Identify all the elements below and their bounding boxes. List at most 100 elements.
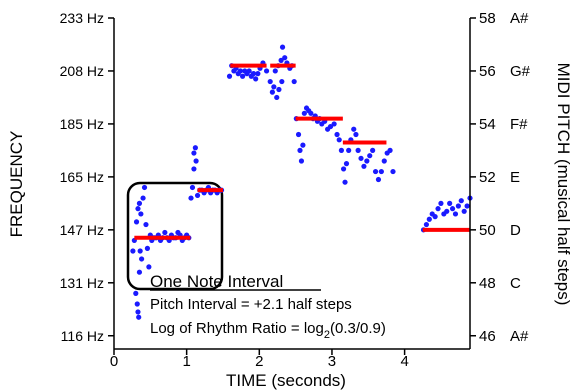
pitch-point: [143, 221, 149, 228]
pitch-point: [338, 147, 345, 153]
pitch-point: [336, 137, 342, 143]
right-tick-number: 58: [479, 10, 496, 27]
pitch-point: [297, 147, 303, 153]
pitch-point: [269, 89, 275, 95]
pitch-point: [447, 200, 453, 206]
pitch-point: [295, 131, 302, 138]
right-tick-note: E: [510, 169, 520, 186]
pitch-point: [364, 158, 370, 164]
pitch-point: [278, 57, 284, 63]
pitch-point: [300, 142, 306, 148]
x-tick-label: 3: [328, 353, 336, 370]
annotation-rhythm-prefix: Log of Rhythm Ratio = log: [150, 320, 324, 337]
annotation-rhythm-subscript: 2: [324, 329, 330, 341]
pitch-point: [189, 184, 196, 191]
pitch-point: [390, 168, 396, 175]
left-tick-label: 208 Hz: [60, 63, 104, 79]
pitch-point: [432, 214, 438, 220]
pitch-point: [342, 179, 348, 185]
pitch-point: [162, 229, 168, 236]
pitch-point: [191, 166, 197, 172]
pitch-point: [387, 147, 393, 153]
pitch-point: [136, 200, 143, 206]
pitch-point: [137, 248, 143, 254]
pitch-point: [193, 158, 199, 164]
pitch-point: [426, 216, 432, 222]
right-tick-number: 54: [479, 116, 496, 133]
pitch-point: [263, 68, 270, 74]
pitch-point: [141, 184, 148, 191]
pitch-point: [192, 145, 198, 151]
pitch-point: [355, 147, 361, 153]
pitch-point: [135, 206, 141, 212]
pitch-point: [133, 290, 139, 296]
pitch-point: [226, 73, 233, 79]
highlight-box: [126, 181, 224, 291]
pitch-point: [455, 203, 461, 209]
pitch-point: [136, 269, 143, 275]
pitch-point: [438, 200, 444, 206]
pitch-point: [144, 245, 151, 251]
pitch-point: [423, 221, 430, 228]
pitch-point: [367, 153, 373, 159]
pitch-point: [272, 68, 278, 74]
interval-annotation: One Note Interval Pitch Interval = +2.1 …: [150, 272, 386, 341]
pitch-point: [130, 248, 136, 254]
annotation-rhythm-suffix: (0.3/0.9): [330, 320, 386, 337]
y-axis-label-left: FREQUENCY: [7, 131, 26, 238]
pitch-point: [188, 195, 194, 201]
pitch-point: [301, 110, 307, 116]
right-tick-note: A#: [510, 328, 529, 345]
left-tick-label: 147 Hz: [60, 222, 104, 238]
pitch-point: [378, 168, 384, 175]
pitch-point: [271, 84, 277, 90]
pitch-point: [134, 301, 140, 307]
pitch-point: [279, 44, 286, 50]
x-tick-label: 0: [110, 353, 118, 370]
pitch-point: [331, 121, 337, 127]
pitch-point: [375, 176, 382, 183]
annotation-pitch-interval: Pitch Interval = +2.1 half steps: [150, 296, 352, 313]
pitch-point: [239, 73, 246, 79]
pitch-point: [444, 208, 450, 214]
left-tick-label: 131 Hz: [60, 275, 104, 291]
pitch-point: [253, 76, 259, 82]
right-tick-note: C: [510, 275, 521, 292]
pitch-point: [327, 123, 334, 130]
pitch-point: [135, 309, 141, 315]
right-tick-note: F#: [510, 116, 528, 133]
pitch-point: [343, 161, 350, 167]
pitch-point: [340, 166, 347, 172]
pitch-point: [133, 219, 140, 225]
right-tick-number: 48: [479, 275, 496, 292]
y-axis-label-right: MIDI PITCH (musical half steps): [554, 63, 573, 306]
pitch-point: [353, 131, 359, 138]
pitch-point: [194, 192, 201, 199]
pitch-point: [351, 126, 357, 132]
right-tick-note: D: [510, 222, 521, 239]
annotation-title: One Note Interval: [150, 272, 283, 291]
left-tick-label: 185 Hz: [60, 116, 104, 132]
right-tick-number: 52: [479, 169, 496, 186]
pitch-point: [250, 71, 257, 77]
pitch-point: [136, 314, 142, 320]
pitch-point: [139, 256, 145, 262]
annotation-rhythm-ratio: Log of Rhythm Ratio = log2(0.3/0.9): [150, 320, 386, 341]
pitch-point: [381, 158, 387, 164]
pitch-point: [346, 147, 352, 153]
pitch-point: [146, 264, 152, 270]
right-tick-number: 50: [479, 222, 496, 239]
pitch-point: [298, 158, 305, 164]
pitch-point: [358, 155, 364, 161]
right-tick-note: G#: [510, 63, 531, 80]
left-tick-label: 233 Hz: [60, 10, 104, 26]
pitch-point: [361, 163, 367, 169]
pitch-point: [464, 203, 470, 209]
pitch-point: [334, 131, 340, 138]
pitch-point: [449, 206, 456, 212]
pitch-point: [370, 147, 376, 153]
x-tick-label: 1: [182, 353, 190, 370]
x-axis-label: TIME (seconds): [226, 371, 346, 390]
pitch-point: [279, 78, 285, 85]
left-tick-label: 165 Hz: [60, 169, 104, 185]
